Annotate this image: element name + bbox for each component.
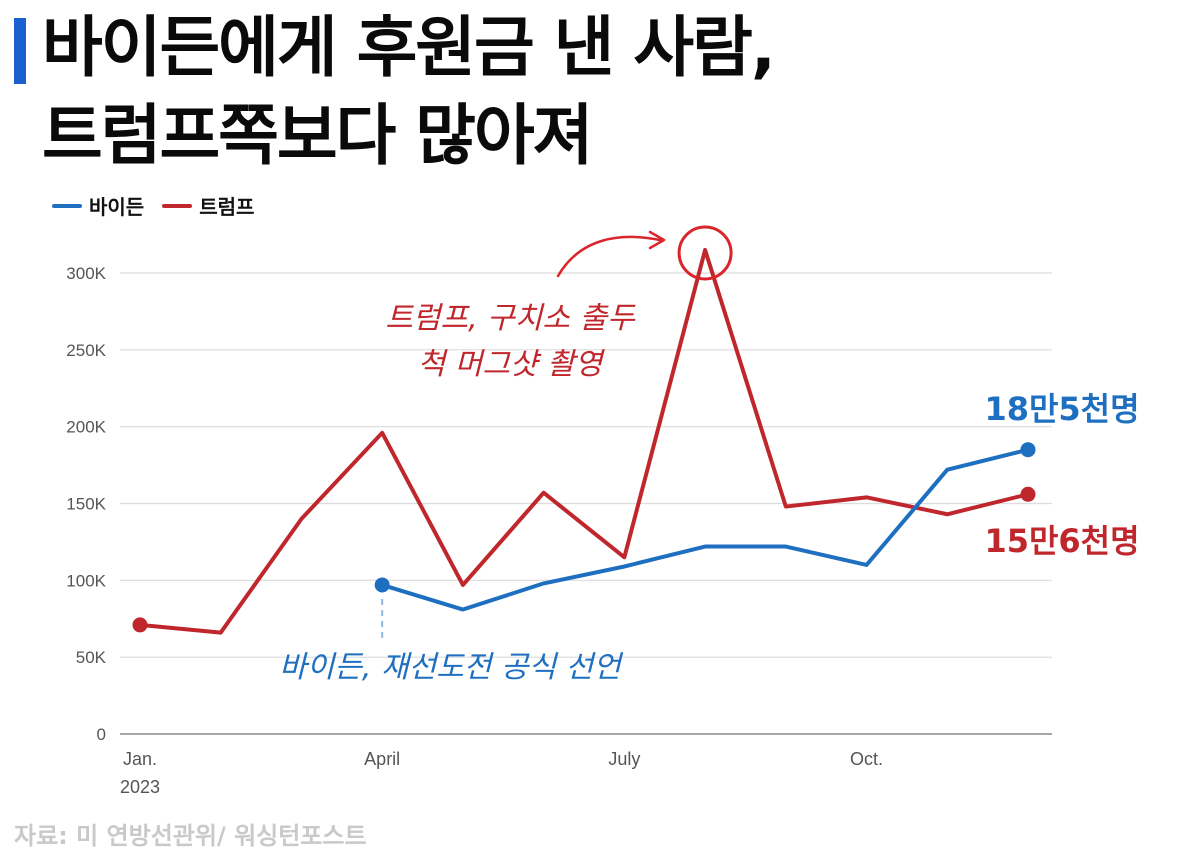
annotation-trump-peak-line-2: 척 머그샷 촬영 [418,347,606,382]
y-tick-label: 50K [76,648,107,667]
series-line-biden [380,447,1030,612]
annotation-trump-end-value: 15만6천명 [984,522,1139,560]
y-tick-label: 250K [66,341,106,360]
x-tick-label: April [364,749,400,769]
annotation-biden-start: 바이든, 재선도전 공식 선언 [279,650,624,685]
legend-label-trump: 트럼프 [199,195,255,219]
title-line-1: 바이든에게 후원금 낸 사람, [42,9,776,86]
legend-item-trump: 트럼프 [162,191,254,220]
legend-item-biden: 바이든 [52,191,144,220]
peak-highlight-circle [677,225,733,281]
endpoint-dot-biden-end [1020,442,1036,458]
page-title: 바이든에게 후원금 낸 사람, 트럼프쪽보다 많아져 [42,4,1182,180]
annotation-arrowhead [648,230,666,250]
y-tick-label: 200K [66,418,106,437]
x-tick-label: Oct. [850,749,883,769]
title-line-2: 트럼프쪽보다 많아져 [42,97,593,174]
y-tick-label: 150K [66,495,106,514]
endpoint-dot-trump-end [1020,486,1036,502]
title-accent-bar [14,18,26,84]
y-tick-label: 0 [97,725,106,744]
endpoint-dot-trump-start [132,617,148,633]
chart-legend: 바이든 트럼프 [52,191,254,220]
y-tick-label: 100K [66,571,106,590]
legend-label-biden: 바이든 [89,195,145,219]
y-tick-label: 300K [66,264,106,283]
legend-swatch-trump [162,203,193,208]
endpoint-dot-biden-start [374,577,390,593]
annotation-arrow [556,235,662,278]
annotation-biden-end-value: 18만5천명 [984,390,1139,428]
x-tick-label: Jan. [123,749,157,769]
annotation-trump-peak-line-1: 트럼프, 구치소 출두 [385,301,636,336]
source-credit: 자료: 미 연방선관위/ 워싱턴포스트 [14,822,367,850]
x-tick-label: 2023 [120,777,160,797]
series-line-trump [138,247,1030,635]
legend-swatch-biden [52,203,82,208]
x-tick-label: July [608,749,640,769]
